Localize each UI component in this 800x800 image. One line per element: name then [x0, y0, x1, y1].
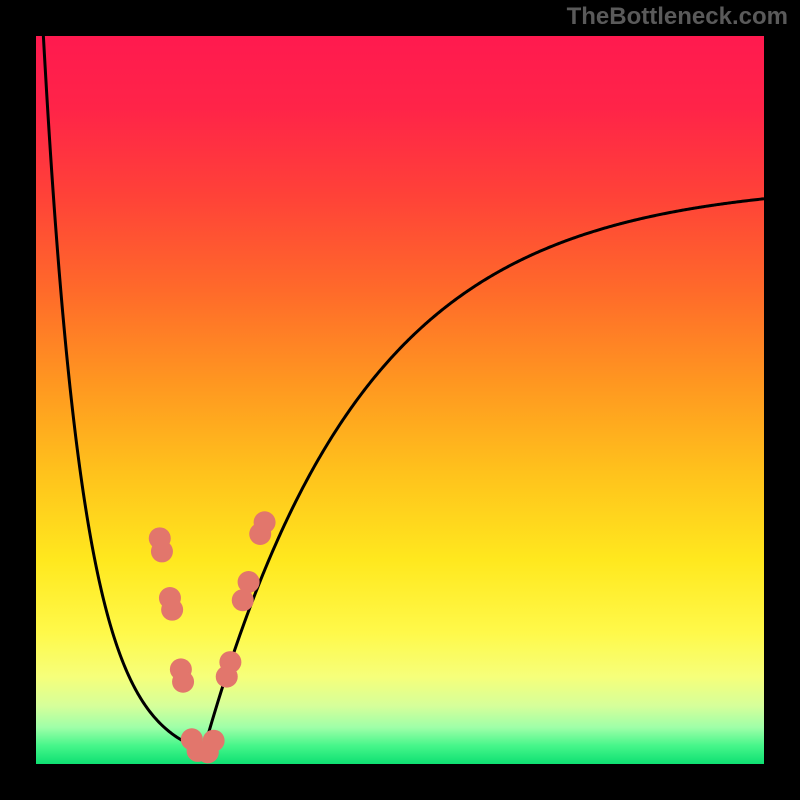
sample-dot [254, 511, 276, 533]
sample-dot [151, 540, 173, 562]
plot-gradient [36, 36, 764, 764]
sample-dot [219, 651, 241, 673]
sample-dot [161, 599, 183, 621]
watermark-text: TheBottleneck.com [567, 3, 788, 31]
bottleneck-chart [0, 0, 800, 800]
chart-stage: TheBottleneck.com [0, 0, 800, 800]
sample-dot [203, 730, 225, 752]
sample-dot [172, 671, 194, 693]
sample-dot [238, 571, 260, 593]
